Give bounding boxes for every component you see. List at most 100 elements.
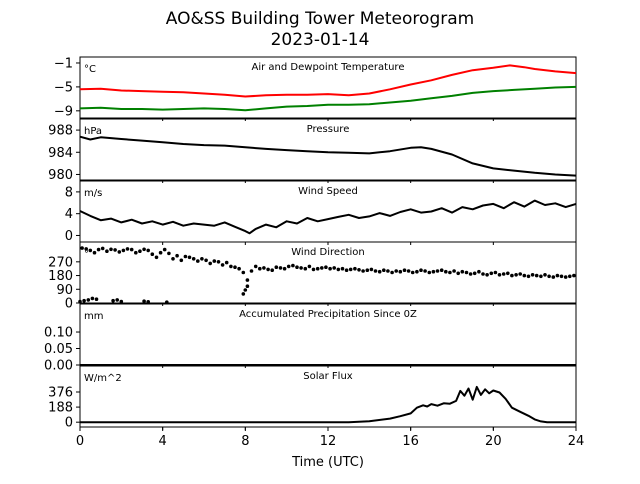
wind-direction-point bbox=[121, 248, 126, 253]
wind-direction-point bbox=[154, 255, 159, 260]
panel-title: Solar Flux bbox=[303, 371, 353, 382]
x-tick-label: 4 bbox=[159, 434, 167, 449]
panel-title: Air and Dewpoint Temperature bbox=[252, 62, 405, 73]
wind-direction-point bbox=[303, 266, 308, 271]
wind-direction-point bbox=[332, 266, 337, 270]
panel-title: Wind Speed bbox=[298, 186, 358, 197]
panel-unit: m/s bbox=[84, 188, 102, 199]
series-line-1 bbox=[79, 199, 577, 235]
y-tick-label: 270 bbox=[48, 255, 73, 270]
wind-direction-point bbox=[510, 273, 514, 278]
wind-direction-point bbox=[179, 258, 184, 263]
wind-direction-point bbox=[460, 269, 465, 274]
wind-direction-point bbox=[568, 274, 572, 279]
wind-direction-point bbox=[208, 261, 212, 266]
wind-direction-point bbox=[175, 253, 179, 258]
wind-direction-point bbox=[245, 284, 250, 289]
x-tick-label: 20 bbox=[485, 434, 502, 449]
wind-direction-point bbox=[506, 271, 510, 276]
wind-direction-point bbox=[111, 298, 115, 303]
wind-direction-point bbox=[402, 268, 407, 273]
y-tick-label: 0 bbox=[65, 297, 73, 312]
wind-direction-point bbox=[489, 271, 494, 276]
wind-direction-point bbox=[435, 269, 440, 273]
wind-direction-point bbox=[311, 267, 316, 272]
wind-direction-point bbox=[559, 274, 564, 279]
wind-direction-point bbox=[129, 247, 134, 252]
panel-unit: °C bbox=[84, 64, 96, 75]
wind-direction-point bbox=[165, 300, 169, 305]
wind-direction-point bbox=[150, 252, 155, 256]
series-line-1 bbox=[79, 64, 577, 98]
y-tick-label: 988 bbox=[48, 124, 73, 139]
wind-direction-point bbox=[410, 270, 415, 275]
panel-title: Accumulated Precipitation Since 0Z bbox=[239, 309, 417, 320]
wind-direction-point bbox=[119, 299, 124, 304]
wind-direction-point bbox=[117, 250, 122, 254]
wind-direction-point bbox=[216, 260, 221, 264]
panel-unit: W/m^2 bbox=[84, 373, 122, 384]
x-tick-label: 12 bbox=[320, 434, 337, 449]
wind-direction-point bbox=[563, 275, 568, 279]
wind-direction-point bbox=[547, 274, 551, 279]
wind-direction-point bbox=[353, 266, 357, 271]
wind-direction-point bbox=[427, 270, 432, 275]
panel-unit: mm bbox=[84, 311, 103, 322]
wind-direction-point bbox=[497, 273, 502, 277]
wind-direction-point bbox=[357, 268, 361, 272]
wind-direction-point bbox=[572, 273, 576, 278]
wind-direction-point bbox=[286, 264, 291, 269]
y-tick-label: 0.00 bbox=[44, 359, 73, 374]
wind-direction-point bbox=[340, 266, 345, 271]
wind-direction-point bbox=[212, 259, 217, 263]
wind-direction-point bbox=[200, 257, 204, 261]
wind-direction-point bbox=[406, 269, 411, 273]
wind-direction-point bbox=[241, 270, 246, 275]
wind-direction-point bbox=[394, 269, 399, 273]
wind-direction-point bbox=[555, 273, 560, 278]
panel-2: 988 984 980 Pressure hPa bbox=[48, 118, 577, 183]
wind-direction-point bbox=[324, 265, 328, 270]
wind-direction-point bbox=[78, 299, 82, 304]
panel-unit: ° bbox=[84, 249, 89, 260]
y-tick-label: 0 bbox=[65, 229, 73, 244]
wind-direction-point bbox=[530, 273, 535, 277]
wind-direction-point bbox=[88, 248, 93, 253]
y-tick-label: 180 bbox=[48, 269, 73, 284]
wind-direction-point bbox=[419, 268, 423, 273]
y-tick-label: 90 bbox=[56, 283, 73, 298]
wind-direction-point bbox=[456, 271, 461, 276]
wind-direction-point bbox=[253, 264, 258, 269]
x-tick-label: 0 bbox=[76, 434, 84, 449]
y-tick-label: −5 bbox=[54, 80, 73, 95]
wind-direction-point bbox=[266, 267, 270, 272]
wind-direction-point bbox=[518, 272, 522, 276]
wind-direction-point bbox=[365, 268, 370, 273]
wind-direction-point bbox=[86, 298, 91, 302]
wind-direction-point bbox=[493, 270, 498, 275]
wind-direction-point bbox=[158, 250, 163, 255]
panel-1: −1 −5 −9 Air and Dewpoint Temperature °C bbox=[54, 56, 577, 121]
wind-direction-point bbox=[452, 269, 456, 273]
wind-direction-point bbox=[481, 272, 485, 276]
wind-direction-point bbox=[431, 269, 436, 274]
panel-unit: hPa bbox=[84, 126, 102, 137]
y-tick-label: 980 bbox=[48, 168, 73, 183]
y-tick-label: 0.05 bbox=[44, 342, 73, 357]
series-line-2 bbox=[79, 85, 577, 112]
wind-direction-point bbox=[196, 259, 200, 263]
wind-direction-point bbox=[444, 269, 448, 274]
wind-direction-point bbox=[146, 248, 150, 253]
wind-direction-point bbox=[274, 265, 279, 270]
wind-direction-point bbox=[526, 274, 531, 279]
x-tick-label: 8 bbox=[241, 434, 249, 449]
wind-direction-point bbox=[233, 265, 237, 270]
wind-direction-point bbox=[439, 268, 444, 273]
panel-5: 0.100.05 0.00 Accumulated Precipitation Si… bbox=[44, 303, 577, 374]
wind-direction-point bbox=[96, 247, 101, 252]
wind-direction-point bbox=[344, 268, 349, 273]
x-axis: 0 4 8 12 16 20 24 bbox=[76, 427, 584, 449]
panel-title: Pressure bbox=[307, 124, 350, 135]
